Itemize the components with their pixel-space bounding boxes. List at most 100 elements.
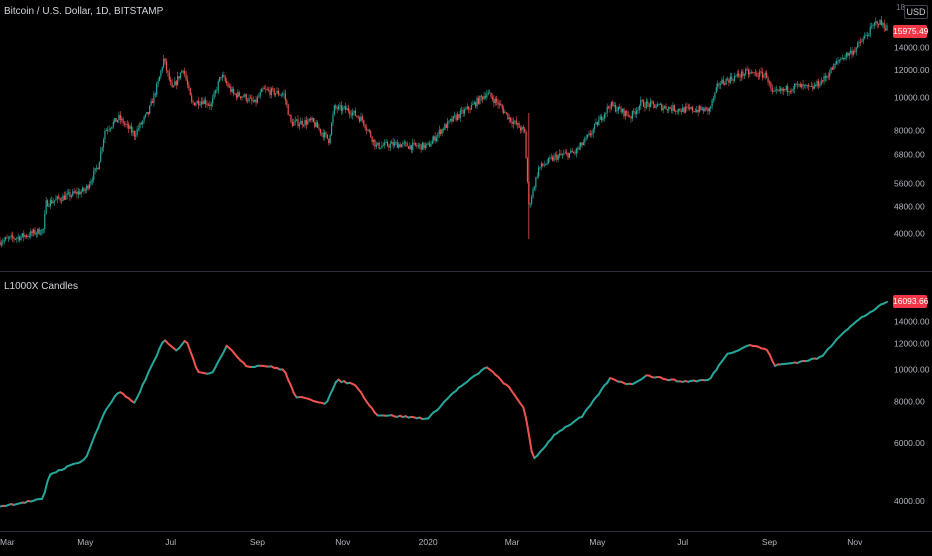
candle-body (279, 95, 280, 96)
candle-body (380, 148, 381, 149)
candle-body (100, 151, 101, 162)
candle-body (352, 112, 353, 115)
candle-body (297, 119, 298, 126)
candle-body (248, 98, 249, 101)
candle-body (5, 237, 6, 239)
candle-body (314, 122, 315, 127)
candle-body (853, 51, 854, 55)
candle-body (118, 115, 119, 120)
candle-body (331, 123, 332, 135)
candle-body (236, 94, 237, 98)
candle-body (878, 24, 879, 25)
candle-body (633, 111, 634, 112)
candle-body (170, 80, 171, 82)
candle-body (327, 134, 328, 138)
candle-body (401, 144, 402, 147)
candle-body (254, 100, 255, 102)
candle-body (517, 123, 518, 124)
candle-body (288, 105, 289, 115)
candle-body (261, 89, 262, 92)
candle-body (311, 118, 312, 120)
candle-body (316, 122, 317, 126)
candle-body (27, 236, 28, 237)
candle-body (356, 116, 357, 117)
candle-body (565, 153, 566, 154)
candle-body (510, 118, 511, 122)
candle-body (696, 110, 697, 112)
candle-body (194, 103, 195, 106)
candle-body (636, 111, 637, 114)
candle-body (123, 119, 124, 124)
candle-body (300, 121, 301, 124)
candle-body (611, 102, 612, 108)
time-axis-tick: Mar (0, 537, 15, 547)
currency-button[interactable]: USD (904, 5, 928, 19)
candle-body (622, 109, 623, 112)
candle-body (332, 114, 333, 122)
indicator-axis-tick: 10000.00 (894, 365, 930, 375)
candle-body (127, 124, 128, 125)
candle-body (758, 76, 759, 77)
candle-body (397, 142, 398, 147)
candle-body (874, 23, 875, 25)
candle-body (386, 142, 387, 143)
time-axis-tick: Mar (505, 537, 520, 547)
candle-body (174, 81, 175, 85)
candle-body (731, 76, 732, 79)
candle-body (365, 125, 366, 128)
candle-body (120, 115, 121, 120)
candle-body (362, 116, 363, 120)
candle-body (653, 102, 654, 105)
price-chart[interactable]: 4000.004800.005600.006800.008000.0010000… (0, 0, 932, 271)
candle-body (265, 89, 266, 90)
candle-body (835, 64, 836, 65)
candle-body (815, 85, 816, 86)
candle-body (774, 90, 775, 91)
candle-body (374, 140, 375, 147)
candle-body (488, 93, 489, 94)
candle-body (663, 108, 664, 110)
candle-body (99, 162, 100, 170)
candle-body (111, 127, 112, 129)
candle-body (116, 118, 117, 122)
candle-body (264, 88, 265, 89)
candle-body (117, 120, 118, 122)
candle-body (545, 164, 546, 165)
candle-body (728, 80, 729, 83)
candle-body (451, 119, 452, 122)
candle-body (485, 96, 486, 98)
candle-body (213, 93, 214, 98)
candle-body (455, 115, 456, 120)
candle-body (43, 229, 44, 230)
candle-body (306, 120, 307, 124)
candle-body (816, 81, 817, 86)
candle-body (625, 111, 626, 116)
candle-body (184, 71, 185, 74)
candle-body (805, 85, 806, 86)
indicator-line-segment (140, 385, 143, 392)
candle-body (341, 105, 342, 111)
candle-body (587, 135, 588, 137)
candle-body (569, 153, 570, 158)
candle-body (198, 101, 199, 105)
time-axis-tick: Jul (677, 537, 688, 547)
candle-body (511, 122, 512, 124)
candle-body (29, 236, 30, 237)
candle-body (637, 110, 638, 111)
candle-body (476, 98, 477, 106)
candle-body (867, 35, 868, 36)
candle-body (549, 158, 550, 159)
candle-body (609, 108, 610, 109)
candle-body (679, 109, 680, 111)
candle-body (875, 21, 876, 23)
candle-body (619, 107, 620, 109)
indicator-chart[interactable]: 4000.006000.008000.0010000.0012000.00140… (0, 272, 932, 530)
indicator-line-segment (529, 434, 532, 451)
candle-body (79, 191, 80, 194)
time-axis-tick: 2020 (419, 537, 438, 547)
candle-body (400, 144, 401, 147)
candle-body (542, 163, 543, 165)
